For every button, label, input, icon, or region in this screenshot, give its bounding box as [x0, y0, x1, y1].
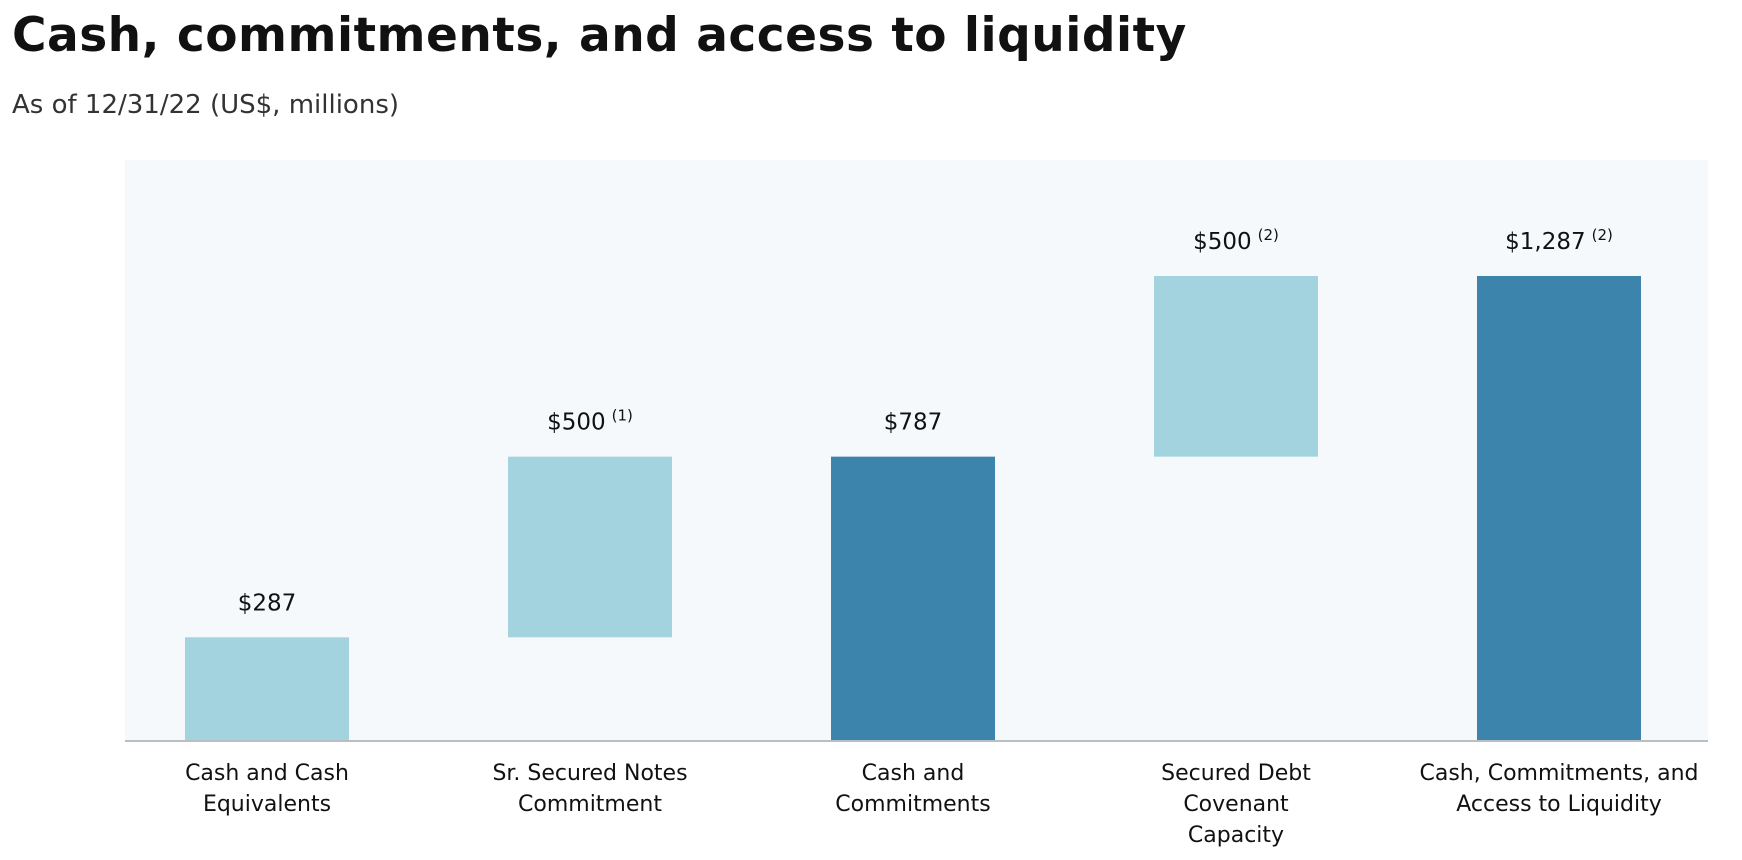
chart-title: Cash, commitments, and access to liquidi…: [12, 8, 1187, 63]
category-label-3-line-1: Cash and: [862, 761, 965, 786]
bars-group: [185, 276, 1641, 741]
bar-value-label-3: $787: [884, 410, 943, 436]
bar-value-label-4: $500 (2): [1193, 226, 1279, 255]
value-labels-group: $287 $500 (1) $787 $500 (2) $1,287 (2): [238, 226, 1613, 616]
bar-3: [831, 456, 995, 741]
bar-1: [185, 637, 349, 741]
category-label-5-line-1: Cash, Commitments, and: [1419, 761, 1698, 786]
bar-5: [1477, 276, 1641, 741]
category-label-4-line-3: Capacity: [1188, 823, 1284, 848]
category-label-1-line-1: Cash and Cash: [185, 761, 349, 786]
bar-value-text: $787: [884, 410, 943, 436]
bar-2: [508, 456, 672, 638]
bar-footnote-marker: (2): [1592, 226, 1613, 244]
bar-value-text: $287: [238, 590, 297, 616]
category-label-3-line-2: Commitments: [835, 792, 990, 817]
bar-value-text: $500: [547, 410, 606, 436]
category-label-4-line-1: Secured Debt: [1161, 761, 1311, 786]
bar-value-label-1: $287: [238, 590, 297, 616]
bar-value-text: $500: [1193, 229, 1252, 255]
category-label-2-line-2: Commitment: [518, 792, 662, 817]
category-label-1-line-2: Equivalents: [203, 792, 331, 817]
bar-footnote-marker: (2): [1258, 226, 1279, 244]
bar-value-label-2: $500 (1): [547, 407, 633, 436]
chart-subtitle: As of 12/31/22 (US$, millions): [12, 90, 400, 120]
category-label-5-line-2: Access to Liquidity: [1456, 792, 1662, 817]
bar-footnote-marker: (1): [612, 407, 633, 425]
bar-4: [1154, 276, 1318, 457]
category-label-4-line-2: Covenant: [1183, 792, 1289, 817]
category-label-2-line-1: Sr. Secured Notes: [492, 761, 687, 786]
bar-value-text: $1,287: [1505, 229, 1585, 255]
bar-value-label-5: $1,287 (2): [1505, 226, 1613, 255]
category-labels-group: Cash and Cash Equivalents Sr. Secured Note…: [185, 761, 1698, 848]
